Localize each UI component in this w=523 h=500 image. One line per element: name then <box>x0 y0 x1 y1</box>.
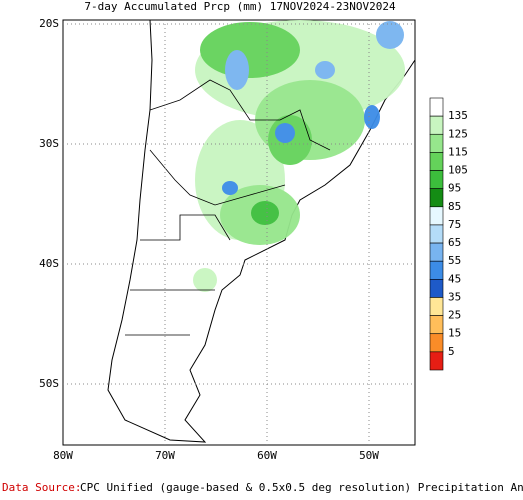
lon-label: 50W <box>359 449 379 462</box>
legend-swatch <box>429 115 444 135</box>
legend-swatch <box>429 315 444 335</box>
legend-swatch <box>429 260 444 280</box>
legend-label: 5 <box>448 345 455 358</box>
legend-label: 115 <box>448 145 468 158</box>
footer-text: CPC Unified (gauge-based & 0.5x0.5 deg r… <box>80 481 523 494</box>
footer-label: Data Source: <box>2 481 81 494</box>
legend-label: 95 <box>448 182 461 195</box>
map <box>62 19 416 446</box>
legend-swatch <box>429 206 444 226</box>
legend-label: 45 <box>448 272 461 285</box>
legend-swatch <box>429 97 444 117</box>
legend-label: 105 <box>448 164 468 177</box>
lat-label: 30S <box>39 137 59 150</box>
legend-swatch <box>429 242 444 262</box>
legend-label: 65 <box>448 236 461 249</box>
legend-swatch <box>429 170 444 189</box>
legend-swatch <box>429 351 444 371</box>
lon-label: 70W <box>155 449 175 462</box>
legend-label: 135 <box>448 109 468 122</box>
precipitation <box>193 20 405 292</box>
lat-label: 50S <box>39 377 59 390</box>
legend-swatch <box>429 224 444 244</box>
legend-label: 55 <box>448 254 461 267</box>
legend-swatch <box>429 279 444 298</box>
lat-label: 20S <box>39 17 59 30</box>
legend-swatch <box>429 133 444 153</box>
legend-label: 75 <box>448 218 461 231</box>
legend-swatch <box>429 333 444 353</box>
lat-label: 40S <box>39 257 59 270</box>
legend-label: 35 <box>448 290 461 303</box>
legend-label: 15 <box>448 327 461 340</box>
legend-label: 85 <box>448 200 461 213</box>
legend-label: 125 <box>448 127 468 140</box>
borders <box>125 79 331 336</box>
lon-label: 80W <box>53 449 73 462</box>
legend-swatch <box>429 188 444 208</box>
title: 7-day Accumulated Prcp (mm) 17NOV2024-23… <box>84 0 396 13</box>
legend: 5 15 25 35 45 55 65 75 85 95 105 115 125 135 <box>429 97 468 371</box>
graticule <box>63 20 415 445</box>
legend-swatch <box>429 152 444 171</box>
legend-label: 25 <box>448 309 461 322</box>
lon-label: 60W <box>257 449 277 462</box>
legend-swatch <box>429 297 444 316</box>
